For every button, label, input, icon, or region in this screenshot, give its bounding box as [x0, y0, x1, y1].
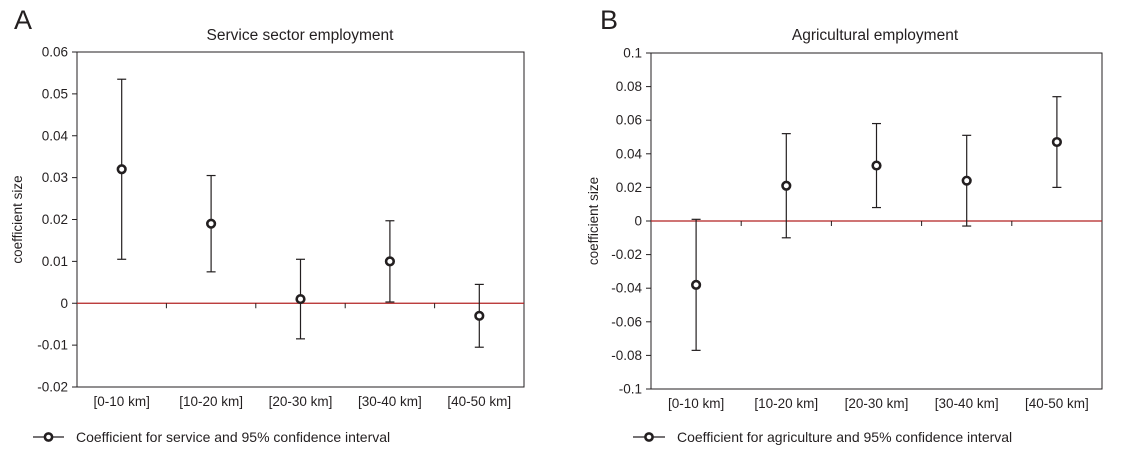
legend-marker: [644, 432, 654, 442]
x-tick-label: [10-20 km]: [179, 394, 243, 409]
x-tick-label: [30-40 km]: [935, 396, 999, 411]
y-tick-label: 0.06: [616, 113, 642, 128]
data-point: [1051, 136, 1062, 148]
data-point: [474, 310, 485, 321]
chart-panel-b: B Agricultural employment 0.1 0.08 0.06 0.04 0…: [586, 5, 1103, 445]
y-axis-label: coefficient size: [10, 175, 25, 263]
legend-label: Coefficient for service and 95% confiden…: [76, 429, 390, 445]
y-tick-label: -0.04: [611, 281, 642, 296]
chart-title: Agricultural employment: [792, 27, 959, 44]
legend-marker: [43, 432, 54, 442]
y-tick-label: 0.1: [623, 46, 642, 61]
y-tick-label: 0.06: [42, 45, 68, 60]
data-point: [690, 279, 702, 290]
x-tick-label: [40-50 km]: [447, 394, 511, 409]
y-tick-label: 0.04: [42, 128, 69, 143]
x-tick-label: [10-20 km]: [754, 396, 818, 411]
y-tick-label: 0.08: [616, 79, 642, 94]
x-tick-label: [20-30 km]: [845, 396, 909, 411]
x-tick-label: [20-30 km]: [269, 394, 333, 409]
y-tick-label: 0.01: [42, 254, 68, 269]
y-tick-label: -0.01: [37, 338, 68, 353]
y-tick-label: 0.02: [616, 180, 642, 195]
y-tick-label: -0.08: [611, 348, 642, 363]
data-point: [871, 160, 882, 171]
chart-panel-a: A Service sector employment 0.06 0.05 0.04 0.…: [10, 5, 525, 445]
y-tick-label: -0.02: [611, 247, 642, 262]
data-point: [781, 180, 792, 191]
y-axis-label: coefficient size: [586, 177, 601, 265]
panel-letter: B: [600, 5, 618, 35]
data-point: [206, 218, 217, 229]
y-tick-label: 0: [60, 296, 68, 311]
y-tick-label: 0: [634, 214, 642, 229]
chart-title: Service sector employment: [207, 27, 395, 44]
x-tick-label: [0-10 km]: [668, 396, 724, 411]
y-tick-label: -0.1: [619, 382, 642, 397]
data-point: [295, 293, 306, 305]
data-point: [384, 256, 396, 267]
y-tick-label: -0.06: [611, 314, 642, 329]
y-tick-label: -0.02: [37, 380, 68, 395]
y-tick-label: 0.05: [42, 86, 68, 101]
data-point: [961, 175, 972, 186]
x-tick-label: [40-50 km]: [1025, 396, 1089, 411]
panel-letter: A: [14, 5, 32, 35]
x-tick-label: [30-40 km]: [358, 394, 422, 409]
legend-label: Coefficient for agriculture and 95% conf…: [677, 429, 1012, 445]
y-tick-label: 0.02: [42, 212, 68, 227]
x-tick-label: [0-10 km]: [94, 394, 150, 409]
data-point: [116, 164, 127, 175]
y-tick-label: 0.03: [42, 170, 68, 185]
y-tick-label: 0.04: [616, 146, 643, 161]
